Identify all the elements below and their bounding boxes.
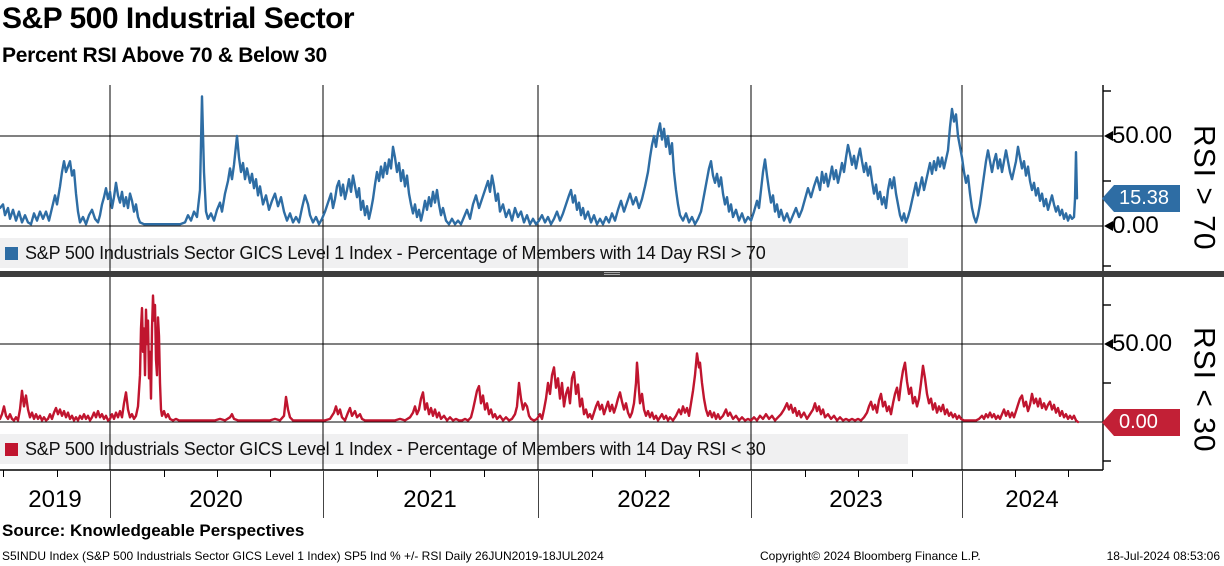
axis-title-rsi-above-70: RSI > 70: [1187, 124, 1221, 251]
x-axis-minor-tick: [912, 470, 913, 477]
x-axis-minor-tick: [592, 470, 593, 477]
x-axis-year-separator: [323, 470, 324, 518]
footer-timestamp: 18-Jul-2024 08:53:06: [1106, 549, 1220, 563]
panel-splitter-handle-icon[interactable]: [604, 272, 620, 276]
ytick-label-50-bottom: 50.00: [1112, 330, 1173, 357]
right-axis-arrow-tick: [1104, 131, 1113, 141]
x-axis-minor-tick: [270, 470, 271, 477]
x-axis-year-separator: [538, 470, 539, 518]
last-value-tag-rsi-above-70[interactable]: 15.38: [1102, 185, 1180, 212]
x-axis-year-separator: [751, 470, 752, 518]
legend-label: S&P 500 Industrials Sector GICS Level 1 …: [25, 438, 766, 459]
legend-band-bottom: [0, 434, 908, 464]
x-axis-minor-tick: [805, 470, 806, 477]
last-value-tag-rsi-below-30[interactable]: 0.00: [1102, 409, 1180, 436]
x-axis-year-label-2023: 2023: [829, 486, 883, 513]
legend-swatch-blue-icon: [5, 246, 18, 260]
x-axis-minor-tick: [1068, 470, 1069, 477]
ytick-label-50-top: 50.00: [1112, 122, 1173, 149]
x-axis-minor-tick: [164, 470, 165, 477]
page-title: S&P 500 Industrial Sector: [2, 2, 355, 35]
x-axis-minor-tick: [858, 470, 859, 477]
legend-item-rsi-below-30[interactable]: S&P 500 Industrials Sector GICS Level 1 …: [0, 434, 908, 464]
x-axis-year-label-2019: 2019: [28, 486, 82, 513]
x-axis-minor-tick: [217, 470, 218, 477]
footer-copyright: Copyright© 2024 Bloomberg Finance L.P.: [760, 549, 981, 563]
legend-band-top: [0, 238, 908, 268]
footer: S5INDU Index (S&P 500 Industrials Sector…: [0, 546, 1224, 566]
axis-title-rsi-below-30: RSI < 30: [1187, 327, 1221, 453]
ytick-label-0-top: 0.00: [1112, 212, 1159, 239]
x-axis-minor-tick: [430, 470, 431, 477]
x-axis-year-separator: [110, 470, 111, 518]
chart-plot-area: [0, 85, 1113, 471]
x-axis-minor-tick: [3, 470, 4, 477]
x-axis-minor-tick: [699, 470, 700, 477]
x-axis-year-separator: [962, 470, 963, 518]
legend-label: S&P 500 Industrials Sector GICS Level 1 …: [25, 242, 766, 263]
x-axis-minor-tick: [645, 470, 646, 477]
legend-swatch-red-icon: [5, 442, 18, 456]
x-axis-year-label-2024: 2024: [1005, 486, 1059, 513]
x-axis: 2019 2020 2021 2022 2023 2024: [0, 470, 1224, 522]
x-axis-year-label-2020: 2020: [189, 486, 243, 513]
series-line-pct-members-rsi-below-30: [0, 294, 1080, 424]
legend-item-rsi-above-70[interactable]: S&P 500 Industrials Sector GICS Level 1 …: [0, 238, 908, 268]
page-subtitle: Percent RSI Above 70 & Below 30: [2, 44, 327, 67]
x-axis-year-label-2022: 2022: [617, 486, 671, 513]
x-axis-minor-tick: [377, 470, 378, 477]
x-axis-year-label-2021: 2021: [403, 486, 457, 513]
x-axis-minor-tick: [1015, 470, 1016, 477]
series-line-pct-members-rsi-above-70: [0, 95, 1079, 226]
x-axis-minor-tick: [484, 470, 485, 477]
right-axis-arrow-tick: [1104, 221, 1113, 231]
right-axis-arrow-tick: [1104, 339, 1113, 349]
footer-ticker-info: S5INDU Index (S&P 500 Industrials Sector…: [2, 549, 604, 563]
source-line: Source: Knowledgeable Perspectives: [2, 521, 305, 540]
x-axis-minor-tick: [57, 470, 58, 477]
